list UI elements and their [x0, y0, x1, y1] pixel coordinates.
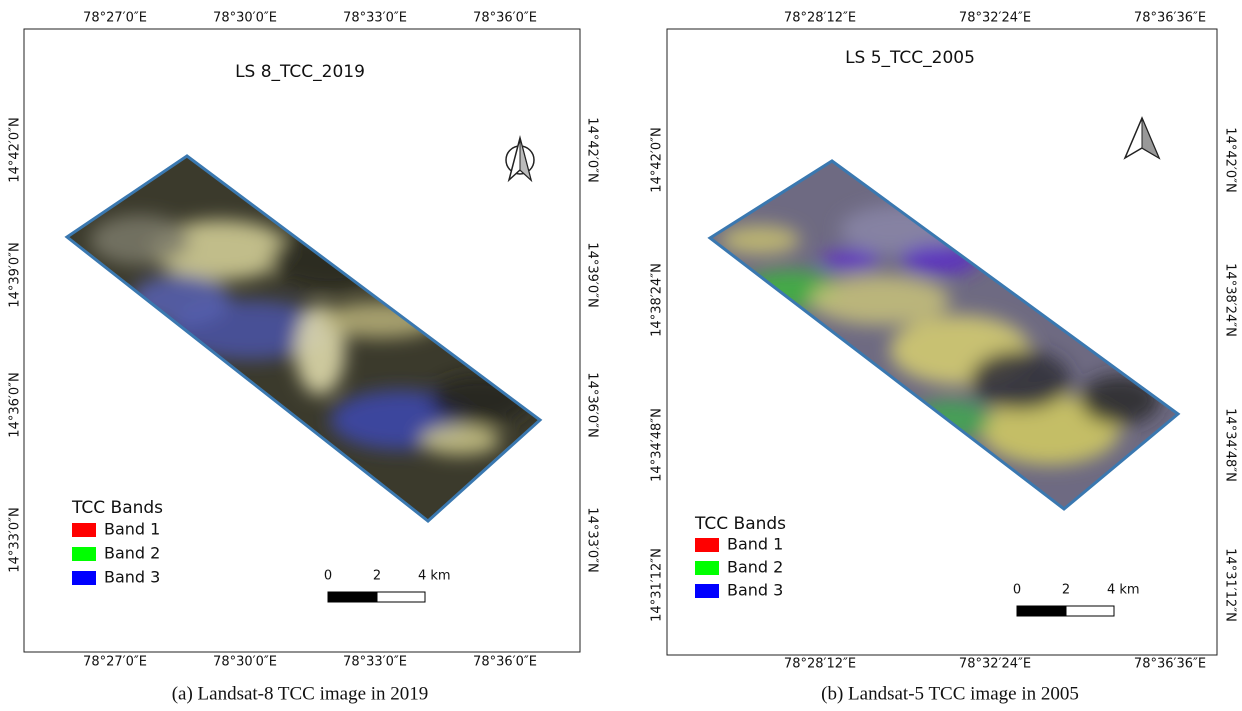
longitude-label: 78°33′0″E [343, 655, 407, 670]
longitude-label: 78°33′0″E [343, 11, 407, 26]
scale-bar [328, 592, 377, 602]
latitude-label: 14°36′0″N [8, 372, 23, 437]
latitude-label: 14°33′0″N [8, 507, 23, 572]
scale-label: 4 km [1107, 583, 1140, 598]
caption: (b) Landsat-5 TCC image in 2005 [821, 683, 1079, 704]
legend-label: Band 1 [104, 520, 160, 539]
longitude-label: 78°36′0″E [473, 655, 537, 670]
legend-label: Band 3 [727, 581, 783, 600]
legend-swatch [695, 538, 719, 552]
longitude-label: 78°36′0″E [473, 11, 537, 26]
caption: (a) Landsat-8 TCC image in 2019 [172, 683, 429, 704]
latitude-label: 14°34′48″N [650, 408, 665, 482]
image-patch [90, 215, 190, 265]
latitude-label: 14°42′0″N [8, 117, 23, 182]
figure: 78°27′0″E 78°27′0″E 78°30′0″E 78°30′0″E 78°3… [0, 0, 1242, 711]
legend-label: Band 3 [104, 568, 160, 587]
latitude-label: 14°39′0″N [8, 242, 23, 307]
scale-label: 4 km [418, 569, 451, 584]
scale-bar [377, 592, 425, 602]
longitude-label: 78°36′36″E [1134, 11, 1206, 26]
latitude-label: 14°42′0″N [1223, 127, 1238, 192]
scale-label: 2 [373, 569, 381, 584]
latitude-label: 14°31′12″N [1223, 548, 1238, 622]
longitude-label: 78°30′0″E [213, 655, 277, 670]
longitude-label: 78°28′12″E [784, 11, 856, 26]
scale-label: 0 [324, 569, 332, 584]
legend-label: Band 2 [727, 558, 783, 577]
image-patch [810, 275, 950, 325]
image-patch [420, 425, 500, 455]
latitude-label: 14°36′0″N [585, 372, 600, 437]
longitude-label: 78°32′24″E [959, 657, 1031, 672]
legend-swatch [695, 561, 719, 575]
longitude-label: 78°27′0″E [83, 655, 147, 670]
legend-swatch [72, 571, 96, 585]
latitude-label: 14°34′48″N [1223, 408, 1238, 482]
map-title: LS 5_TCC_2005 [845, 48, 975, 68]
legend-title: TCC Bands [71, 498, 163, 518]
longitude-label: 78°36′36″E [1134, 657, 1206, 672]
scale-label: 0 [1013, 583, 1021, 598]
legend-swatch [72, 523, 96, 537]
latitude-label: 14°42′0″N [585, 117, 600, 182]
longitude-label: 78°32′24″E [959, 11, 1031, 26]
image-patch [720, 225, 800, 255]
image-patch [820, 250, 880, 270]
latitude-label: 14°38′24″N [1223, 263, 1238, 337]
latitude-label: 14°38′24″N [650, 263, 665, 337]
scale-label: 2 [1062, 583, 1070, 598]
legend-label: Band 1 [727, 535, 783, 554]
legend-swatch [72, 547, 96, 561]
latitude-label: 14°31′12″N [650, 548, 665, 622]
latitude-label: 14°33′0″N [585, 507, 600, 572]
longitude-label: 78°28′12″E [784, 657, 856, 672]
latitude-label: 14°39′0″N [585, 242, 600, 307]
longitude-label: 78°27′0″E [83, 11, 147, 26]
latitude-label: 14°42′0″N [650, 127, 665, 192]
scale-bar [1017, 606, 1066, 616]
image-patch [970, 350, 1070, 410]
map-title: LS 8_TCC_2019 [235, 62, 365, 82]
legend-title: TCC Bands [694, 514, 786, 534]
legend-swatch [695, 584, 719, 598]
legend-label: Band 2 [104, 544, 160, 563]
longitude-label: 78°30′0″E [213, 11, 277, 26]
scale-bar [1066, 606, 1114, 616]
